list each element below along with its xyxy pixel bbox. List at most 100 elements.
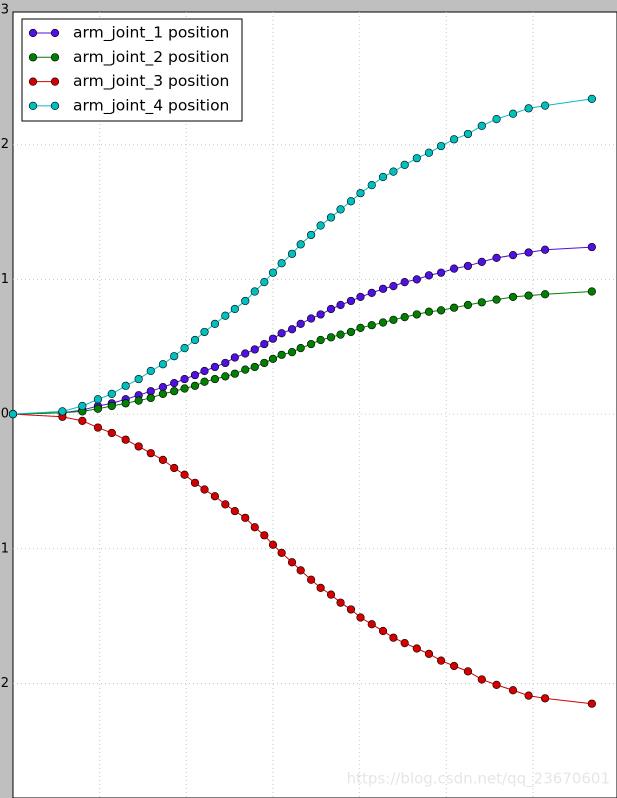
data-point [121, 399, 130, 408]
data-point [296, 566, 305, 575]
data-point [180, 374, 189, 384]
data-point [241, 365, 250, 374]
data-point [508, 292, 518, 302]
data-point [477, 298, 486, 307]
data-point [210, 319, 220, 328]
data-point [367, 321, 376, 330]
data-point [200, 485, 209, 494]
data-point [477, 675, 486, 684]
data-point [170, 352, 179, 361]
data-point [190, 370, 200, 380]
data-point [277, 350, 286, 359]
data-point [158, 389, 168, 398]
data-point [287, 558, 297, 567]
legend-label: arm_joint_4 position [73, 96, 229, 115]
data-point [260, 358, 269, 368]
data-point [296, 319, 305, 328]
watermark: https://blog.csdn.net/qq_23670601 [347, 770, 610, 789]
data-point [378, 284, 388, 293]
data-point [158, 360, 168, 369]
data-point [477, 121, 486, 130]
data-point [268, 354, 278, 363]
data-point [93, 404, 103, 413]
data-point [316, 583, 325, 592]
data-point [241, 513, 250, 522]
data-point [492, 115, 501, 124]
data-point [463, 667, 473, 676]
data-point [367, 288, 376, 297]
data-point [336, 205, 345, 214]
data-point [346, 296, 356, 306]
legend-marker [28, 101, 38, 110]
data-point [336, 330, 345, 339]
data-point [587, 242, 596, 252]
data-point [230, 304, 239, 314]
data-point [389, 315, 398, 324]
data-point [287, 348, 297, 357]
data-point [146, 449, 155, 458]
data-point [389, 167, 398, 176]
data-point [389, 282, 398, 291]
legend-marker [28, 77, 38, 86]
y-tick-label: 0 [1, 407, 9, 422]
data-point [210, 492, 220, 501]
data-point [326, 333, 336, 342]
data-point [524, 248, 533, 257]
data-point [210, 362, 220, 372]
data-point [524, 104, 533, 113]
data-point [58, 407, 67, 416]
data-point [449, 661, 459, 671]
data-point [449, 303, 459, 312]
data-point [107, 401, 116, 411]
data-point [121, 381, 130, 390]
data-point [170, 387, 179, 396]
y-tick-label: 2 [1, 676, 9, 691]
data-point [8, 410, 18, 419]
data-point [268, 334, 278, 343]
data-point [190, 335, 200, 345]
data-point [241, 296, 250, 306]
data-point [400, 277, 409, 287]
legend-marker [50, 28, 60, 38]
data-point [250, 287, 259, 296]
data-point [78, 416, 87, 425]
data-point [412, 644, 421, 653]
data-point [356, 189, 365, 198]
data-point [436, 268, 446, 277]
data-point [463, 300, 473, 310]
data-point [316, 335, 325, 345]
data-point [268, 540, 278, 549]
data-point [250, 345, 259, 354]
y-tick-label: 3 [1, 3, 9, 18]
data-point [107, 428, 116, 438]
data-point [463, 129, 473, 139]
data-point [180, 470, 189, 479]
data-point [587, 699, 596, 708]
data-point [540, 694, 550, 703]
data-point [93, 395, 103, 404]
data-point [508, 686, 518, 695]
data-point [389, 633, 398, 642]
data-point [436, 306, 446, 315]
data-point [492, 680, 501, 689]
legend-marker [50, 77, 60, 86]
data-point [200, 366, 209, 376]
data-point [93, 423, 103, 432]
y-tick-label: 1 [1, 272, 9, 287]
y-tick-label: 2 [1, 137, 9, 152]
data-point [424, 307, 434, 316]
data-point [356, 613, 365, 622]
data-point [268, 268, 278, 277]
data-point [400, 313, 409, 322]
data-point [587, 94, 596, 104]
data-point [356, 292, 365, 302]
data-point [250, 362, 259, 372]
data-point [400, 160, 409, 170]
data-point [210, 374, 220, 384]
data-point [230, 369, 239, 378]
data-point [296, 240, 305, 249]
data-point [134, 374, 143, 384]
data-point [492, 253, 501, 262]
data-point [287, 325, 297, 334]
